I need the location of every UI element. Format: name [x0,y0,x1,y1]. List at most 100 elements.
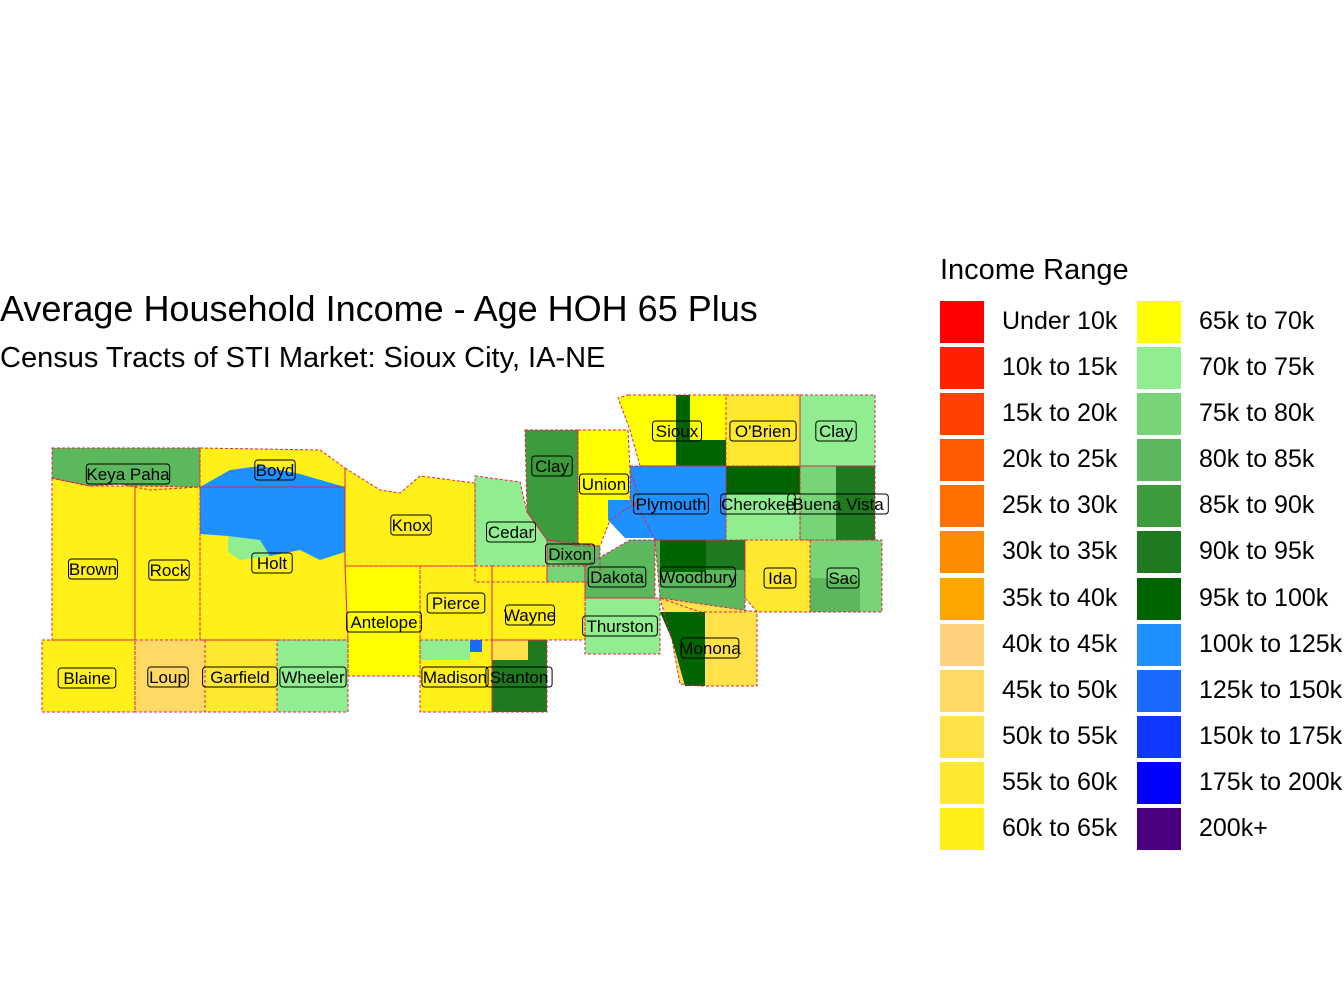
county-label: Madison [421,666,489,688]
county-label: Union [579,473,629,495]
county-region [345,468,475,566]
county-label-box [579,473,629,495]
county-region [475,476,547,582]
county-region [420,566,492,640]
county-border [276,639,349,713]
county-label: Buena Vista [787,493,889,515]
legend-swatch [940,577,984,620]
county-label: Keya Paha [85,463,171,485]
county-label: Antelope [346,611,422,633]
county-label: Monona [679,637,741,659]
legend-swatch [940,715,984,758]
legend-swatch [940,485,984,528]
tract-patch [608,500,660,538]
legend-title: Income Range [940,254,1129,286]
county-region [52,448,200,490]
county-name: Holt [257,554,288,573]
county-border [344,467,476,567]
county-label-box [660,566,736,588]
county-name: Clay [819,422,854,441]
county-border [199,447,346,488]
county-border [577,429,641,547]
county-border [584,597,661,655]
legend-swatch [1137,577,1181,620]
legend-swatch [1137,808,1181,851]
county-label: Thurston [582,615,658,637]
tract-patch [470,640,482,652]
legend-label: 15k to 20k [1002,399,1118,428]
county-region [492,566,585,640]
county-border [344,565,421,677]
county-region [135,640,205,712]
legend-swatch [940,761,984,804]
county-region [726,395,800,466]
county-region [578,430,640,546]
legend-swatch [1137,669,1181,712]
county-name: Dakota [590,568,644,587]
tract-patch [676,395,726,466]
legend-swatch [940,439,984,482]
county-border [474,475,548,583]
legend-label: 10k to 15k [1002,353,1118,382]
county-name: Madison [423,668,487,687]
legend-label: 20k to 25k [1002,445,1118,474]
county-label-box [826,567,860,589]
county-label: Holt [251,552,293,574]
county-label-box [254,459,296,481]
county-label-box [531,455,573,477]
county-name: Union [582,475,626,494]
legend-swatch [1137,623,1181,666]
county-label: Pierce [426,592,486,614]
county-name: Wheeler [281,668,345,687]
tract-patch [726,466,800,494]
county-label-box [720,493,796,515]
county-label-box [85,463,171,485]
county-label: Sac [826,567,860,589]
legend-swatch [1137,531,1181,574]
legend-swatch [940,393,984,436]
legend-swatch [940,808,984,851]
county-region [525,430,578,546]
county-label: Wheeler [279,666,347,688]
county-label: Boyd [254,459,296,481]
legend-label: 90k to 95k [1199,537,1315,566]
legend-label: 35k to 40k [1002,583,1118,612]
legend-label: 85k to 90k [1199,491,1315,520]
legend-swatch [940,669,984,712]
county-name: Monona [679,639,741,658]
county-name: Plymouth [636,495,707,514]
county-name: Keya Paha [86,465,170,484]
page-title: Average Household Income - Age HOH 65 Pl… [0,288,758,329]
tract-patch [200,466,345,560]
legend-label: 75k to 80k [1199,399,1315,428]
county-name: Cedar [488,523,535,542]
county-label-box [251,552,293,574]
county-label-box [582,615,658,637]
county-label: Plymouth [633,493,709,515]
county-border [204,639,278,713]
county-label: Brown [68,558,118,580]
county-label: Dakota [587,566,647,588]
county-name: Buena Vista [792,495,884,514]
county-region [277,640,348,712]
county-label: Garfield [202,666,278,688]
county-region [585,540,655,598]
county-border [584,539,656,599]
legend-label: 30k to 35k [1002,537,1118,566]
tract-patch [810,578,860,612]
county-label-box [485,666,553,688]
county-label: Clay [815,420,857,442]
county-label-box [486,521,536,543]
county-label-box [587,566,647,588]
county-label-box [633,493,709,515]
legend-swatch [940,531,984,574]
county-label: Cedar [486,521,536,543]
county-label-box [68,558,118,580]
county-label-box [148,559,190,581]
county-label: Sioux [652,420,702,442]
tract-patch [706,540,745,570]
county-label: Blaine [57,667,117,689]
legend-label: 25k to 30k [1002,491,1118,520]
census-tract-map: Keya Paha Boyd Brown Rock Holt Knox Cedar Clay U… [41,394,889,713]
county-region [745,540,810,612]
